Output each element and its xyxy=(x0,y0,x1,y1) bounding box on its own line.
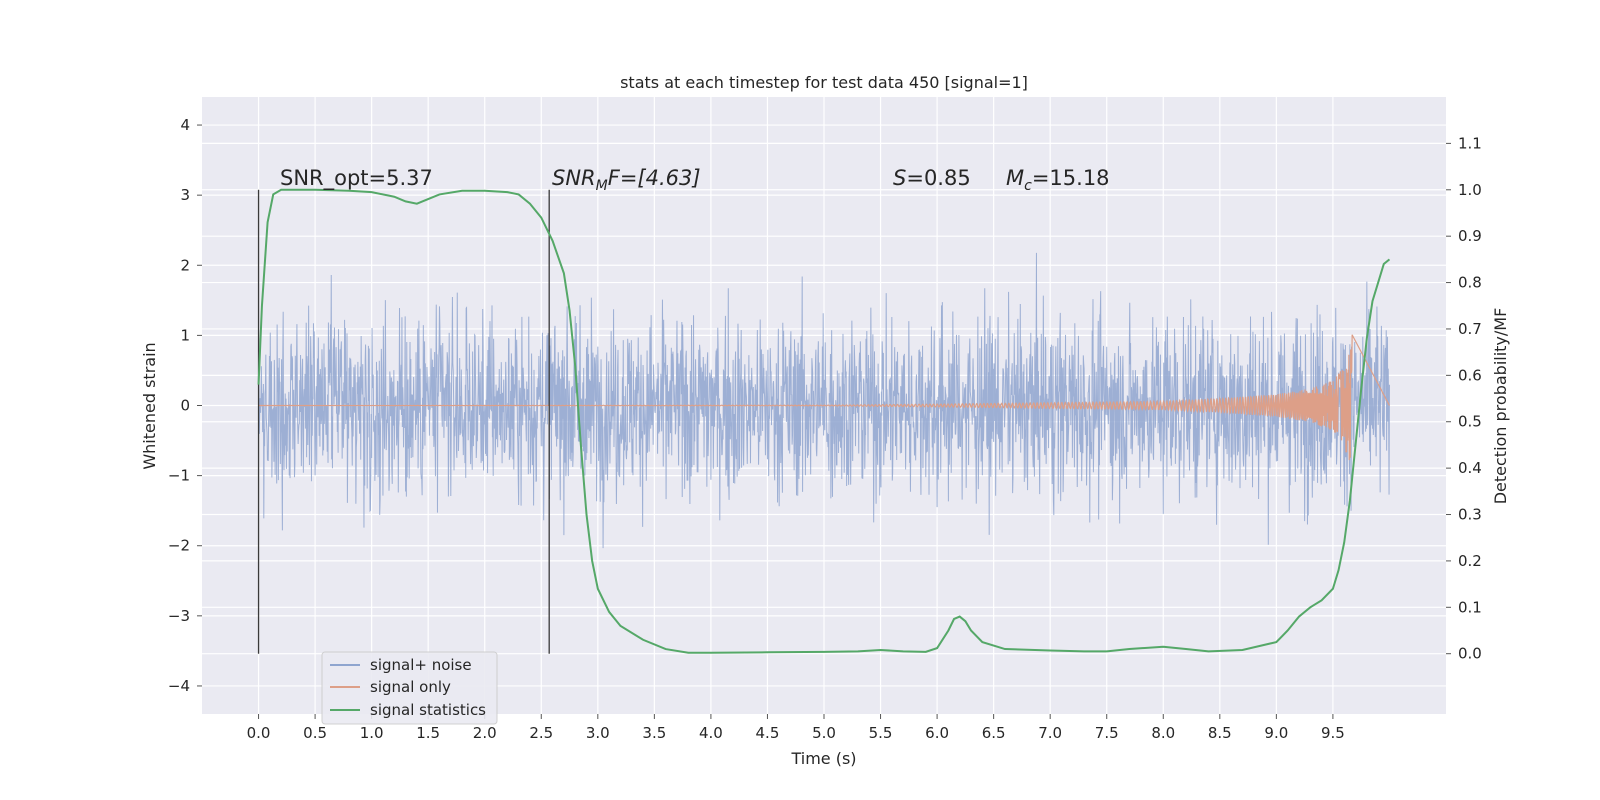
y-right-tick-label: 0.1 xyxy=(1458,598,1482,616)
legend-box xyxy=(321,651,498,725)
y-right-tick-label: 0.8 xyxy=(1458,274,1482,292)
x-tick-label: 9.0 xyxy=(1264,724,1288,742)
signal-only-line xyxy=(258,334,1390,461)
legend-label-signal-statistics: signal statistics xyxy=(370,701,486,719)
annotation-snr-mf: SNRMF=[4.63] xyxy=(552,166,701,194)
y-tick-label: −4 xyxy=(168,677,190,695)
x-tick-label: 8.0 xyxy=(1151,724,1175,742)
annotation-snr-mf-name: SNR xyxy=(552,166,596,190)
y-tick-label: −3 xyxy=(168,607,190,625)
y-tick-labels: 4 3 2 1 0 −1 −2 −3 −4 xyxy=(168,116,202,695)
x-tick-label: 6.0 xyxy=(925,724,949,742)
signal-statistics-line xyxy=(257,188,1391,654)
y-tick-label: −1 xyxy=(168,467,190,485)
x-tick-label: 0.0 xyxy=(247,724,271,742)
annotation-s: S=0.85 xyxy=(893,166,971,190)
y-right-tick-label: 0.3 xyxy=(1458,506,1482,524)
y-tick-label: 4 xyxy=(180,116,190,134)
x-tick-label: 2.0 xyxy=(473,724,497,742)
annotation-mc-name: M xyxy=(1006,166,1024,190)
y-right-tick-label: 0.5 xyxy=(1458,413,1482,431)
legend: signal+ noise signal only signal statist… xyxy=(321,651,498,725)
y-tick-label: −2 xyxy=(168,537,190,555)
x-tick-label: 7.0 xyxy=(1038,724,1062,742)
y-tick-label: 1 xyxy=(180,326,190,344)
x-tick-label: 4.0 xyxy=(699,724,723,742)
x-tick-label: 0.5 xyxy=(303,724,327,742)
annotation-mc-value: =15.18 xyxy=(1032,166,1110,190)
vertical-lines xyxy=(257,189,550,654)
x-tick-label: 3.5 xyxy=(642,724,666,742)
legend-label-signal-only: signal only xyxy=(370,678,451,696)
annotation-snr-mf-value: F=[4.63] xyxy=(608,166,701,190)
x-tick-label: 7.5 xyxy=(1095,724,1119,742)
y-right-tick-label: 0.6 xyxy=(1458,366,1482,384)
y-tick-label: 2 xyxy=(180,256,190,274)
x-tick-label: 8.5 xyxy=(1208,724,1232,742)
x-tick-label: 1.0 xyxy=(360,724,384,742)
annotation-snr-opt: SNR_opt=5.37 xyxy=(280,166,433,191)
y-right-tick-labels: 1.1 1.0 0.9 0.8 0.7 0.6 0.5 0.4 0.3 0.2 0.1 0.0 xyxy=(1446,134,1482,663)
y-axis-label: Whitened strain xyxy=(140,342,159,469)
annotation-s-value: =0.85 xyxy=(906,166,970,190)
y-right-tick-label: 0.7 xyxy=(1458,320,1482,338)
y-right-tick-label: 0.0 xyxy=(1458,645,1482,663)
x-tick-label: 3.0 xyxy=(586,724,610,742)
x-tick-label: 5.5 xyxy=(869,724,893,742)
series-signal-only xyxy=(258,334,1390,461)
x-tick-label: 6.5 xyxy=(982,724,1006,742)
y-right-tick-label: 0.2 xyxy=(1458,552,1482,570)
x-tick-label: 5.0 xyxy=(812,724,836,742)
y-right-tick-label: 1.1 xyxy=(1458,134,1482,152)
signal-noise-line xyxy=(258,252,1390,549)
y-right-tick-label: 0.9 xyxy=(1458,227,1482,245)
chart-title: stats at each timestep for test data 450… xyxy=(620,73,1028,92)
series-signal-noise xyxy=(258,252,1390,549)
x-tick-label: 1.5 xyxy=(416,724,440,742)
y-right-tick-label: 1.0 xyxy=(1458,181,1482,199)
legend-label-signal-noise: signal+ noise xyxy=(370,656,472,674)
y-right-tick-label: 0.4 xyxy=(1458,459,1482,477)
x-tick-label: 9.5 xyxy=(1321,724,1345,742)
y-right-axis-label: Detection probability/MF xyxy=(1491,308,1510,505)
x-tick-labels: 0.0 0.5 1.0 1.5 2.0 2.5 3.0 3.5 4.0 4.5 5.0 5.5 6.0 6… xyxy=(247,714,1345,742)
x-tick-label: 4.5 xyxy=(756,724,780,742)
y-tick-label: 0 xyxy=(180,397,190,415)
annotation-mc-sub: c xyxy=(1024,178,1032,194)
x-tick-label: 2.5 xyxy=(529,724,553,742)
y-tick-label: 3 xyxy=(180,186,190,204)
x-axis-label: Time (s) xyxy=(790,749,856,768)
annotation-mc: Mc=15.18 xyxy=(1006,166,1110,194)
series-signal-statistics xyxy=(257,188,1391,654)
annotation-s-name: S xyxy=(893,166,906,190)
annotation-snr-mf-sub: M xyxy=(596,178,608,194)
